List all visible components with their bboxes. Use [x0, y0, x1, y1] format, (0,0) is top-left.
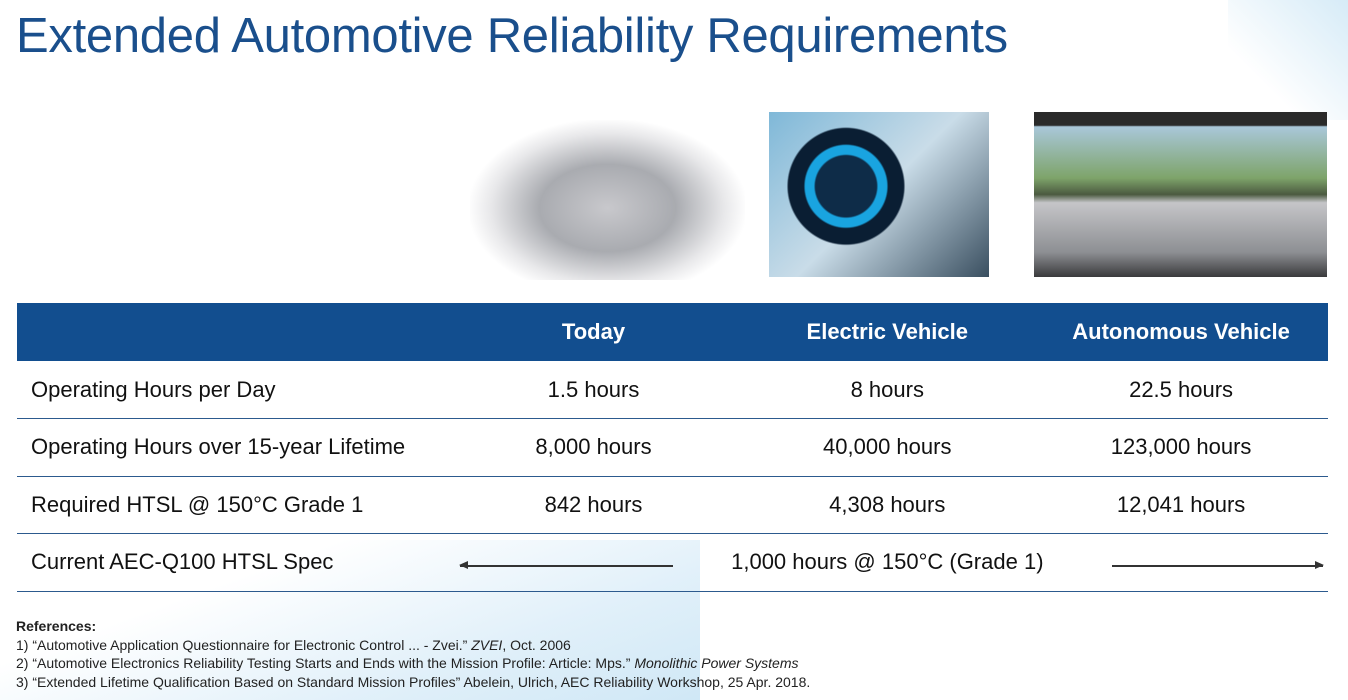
cell: 8,000 hours — [446, 418, 741, 477]
references: References: 1) “Automotive Application Q… — [16, 617, 810, 691]
right-arrow-icon — [1112, 562, 1324, 568]
ref-text: , Oct. 2006 — [502, 636, 571, 653]
car-xray-image — [470, 120, 745, 280]
header-autonomous-vehicle: Autonomous Vehicle — [1034, 303, 1328, 361]
cell: 40,000 hours — [740, 418, 1035, 477]
cell: 4,308 hours — [740, 476, 1035, 534]
row-label: Required HTSL @ 150°C Grade 1 — [17, 476, 447, 534]
spec-row: Current AEC-Q100 HTSL Spec 1,000 hours @ … — [17, 533, 1328, 592]
header-today: Today — [446, 303, 741, 361]
table-row: Required HTSL @ 150°C Grade 1 842 hours 4,… — [17, 476, 1328, 534]
cell: 842 hours — [446, 476, 741, 534]
ref-text: 1) “Automotive Application Questionnaire… — [16, 636, 472, 653]
cell: 22.5 hours — [1034, 361, 1328, 419]
spec-value: 1,000 hours @ 150°C (Grade 1) — [446, 533, 1328, 592]
ref-source: ZVEI — [471, 636, 503, 653]
ref-source: Monolithic Power Systems — [634, 655, 799, 671]
header-blank — [17, 303, 447, 361]
references-heading: References: — [16, 618, 97, 634]
reference-item: 3) “Extended Lifetime Qualification Base… — [16, 673, 810, 692]
cell: 123,000 hours — [1034, 418, 1328, 477]
left-arrow-icon — [459, 562, 673, 568]
row-label: Operating Hours per Day — [17, 361, 447, 419]
table-row: Operating Hours per Day 1.5 hours 8 hours 2… — [17, 361, 1328, 419]
cell: 12,041 hours — [1034, 476, 1328, 534]
ref-text: 2) “Automotive Electronics Reliability T… — [16, 655, 635, 671]
cell: 8 hours — [740, 361, 1035, 419]
ev-charging-plug-image — [769, 112, 989, 277]
table-header-row: Today Electric Vehicle Autonomous Vehicl… — [17, 303, 1328, 361]
slide-title: Extended Automotive Reliability Requirem… — [16, 9, 1008, 63]
header-electric-vehicle: Electric Vehicle — [740, 303, 1035, 361]
cell: 1.5 hours — [446, 361, 741, 419]
background-decoration-corner — [1228, 0, 1348, 120]
autonomous-vehicle-interior-image — [1034, 112, 1327, 277]
reference-item: 2) “Automotive Electronics Reliability T… — [16, 654, 810, 673]
row-label: Operating Hours over 15-year Lifetime — [17, 418, 447, 477]
reference-item: 1) “Automotive Application Questionnaire… — [16, 636, 810, 655]
row-label: Current AEC-Q100 HTSL Spec — [17, 533, 447, 592]
ref-text: 3) “Extended Lifetime Qualification Base… — [16, 673, 811, 690]
table-row: Operating Hours over 15-year Lifetime 8,0… — [17, 418, 1328, 477]
reliability-table: Today Electric Vehicle Autonomous Vehicl… — [17, 303, 1328, 592]
